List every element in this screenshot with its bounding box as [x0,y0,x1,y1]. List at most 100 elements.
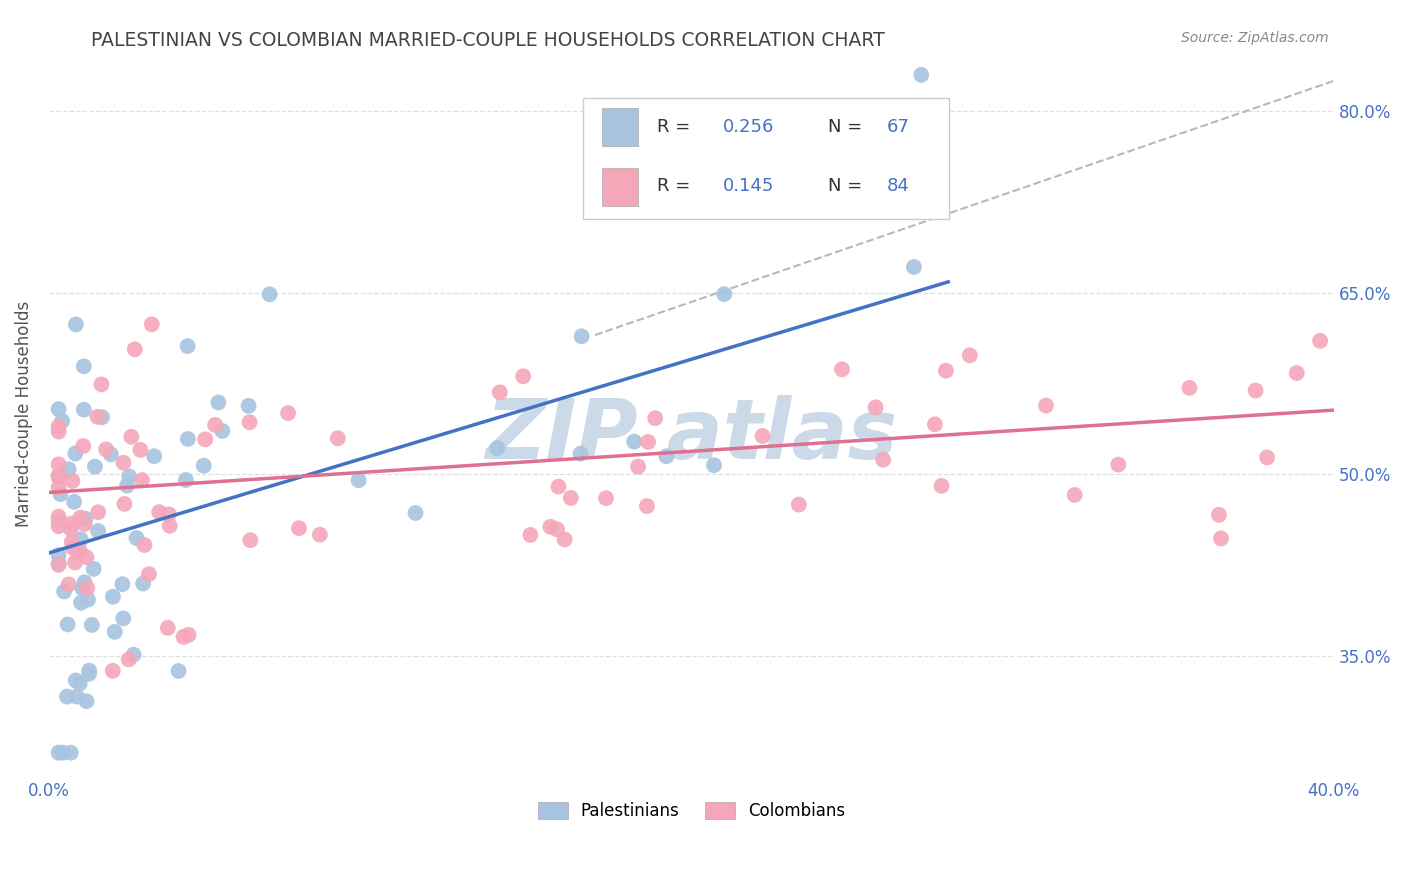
Point [238,399,260,413]
Point [143,449,166,463]
Point [239,533,262,548]
Point [59,522,82,536]
Point [787,498,810,512]
Point [125,531,148,545]
Point [1178,381,1201,395]
Point [63,556,86,570]
Point [53,584,76,599]
Point [1309,334,1331,348]
Point [70,596,93,610]
Point [644,411,666,425]
Point [519,528,541,542]
Point [595,491,617,506]
Point [48,468,70,483]
Point [112,497,135,511]
Point [75,550,97,565]
Point [51,414,73,428]
Text: R =: R = [657,118,696,136]
Point [554,533,576,547]
Point [77,666,100,681]
Point [637,434,659,449]
Point [118,652,141,666]
Point [87,524,110,538]
Text: Source: ZipAtlas.com: Source: ZipAtlas.com [1181,31,1329,45]
Point [76,581,98,595]
Point [131,473,153,487]
Point [111,577,134,591]
Point [90,377,112,392]
Point [48,509,70,524]
Point [486,441,509,455]
Point [48,402,70,417]
Legend: Palestinians, Colombians: Palestinians, Colombians [531,795,852,827]
Point [77,664,100,678]
Text: ZIP atlas: ZIP atlas [485,395,897,476]
Point [176,339,198,353]
Point [60,516,83,531]
Point [1208,508,1230,522]
Point [259,287,281,301]
Point [703,458,725,473]
Point [148,505,170,519]
Point [65,673,87,688]
Point [56,690,79,704]
Point [48,548,70,562]
Point [546,522,568,536]
Text: 67: 67 [887,118,910,136]
Point [80,618,103,632]
Point [1035,399,1057,413]
Point [77,592,100,607]
Point [1256,450,1278,465]
Point [623,434,645,449]
Point [73,359,96,374]
Point [931,479,953,493]
Text: N =: N = [828,118,869,136]
Point [48,558,70,572]
Point [1107,458,1129,472]
Point [713,287,735,301]
Point [56,617,79,632]
Point [52,746,75,760]
Point [94,442,117,457]
Point [76,694,98,708]
Point [177,432,200,446]
Point [751,429,773,443]
Point [655,450,678,464]
Point [277,406,299,420]
Point [69,676,91,690]
Point [129,442,152,457]
Point [73,402,96,417]
Point [91,410,114,425]
Point [903,260,925,274]
Point [156,621,179,635]
Point [157,508,180,522]
Point [72,582,94,596]
FancyBboxPatch shape [583,98,949,219]
Point [959,348,981,362]
Point [72,439,94,453]
Point [65,318,87,332]
Point [405,506,427,520]
Point [910,68,932,82]
Point [924,417,946,432]
Point [69,510,91,524]
Point [66,690,89,704]
Point [207,395,229,409]
Point [59,746,82,760]
Point [560,491,582,505]
Point [73,516,96,531]
Point [49,487,72,501]
Point [48,425,70,439]
Point [84,459,107,474]
Point [693,193,716,207]
Point [204,417,226,432]
FancyBboxPatch shape [602,168,638,206]
Text: 0.256: 0.256 [723,118,773,136]
Point [132,576,155,591]
Point [1063,488,1085,502]
Point [112,456,135,470]
Point [87,505,110,519]
Point [173,630,195,644]
Point [124,343,146,357]
Point [865,401,887,415]
